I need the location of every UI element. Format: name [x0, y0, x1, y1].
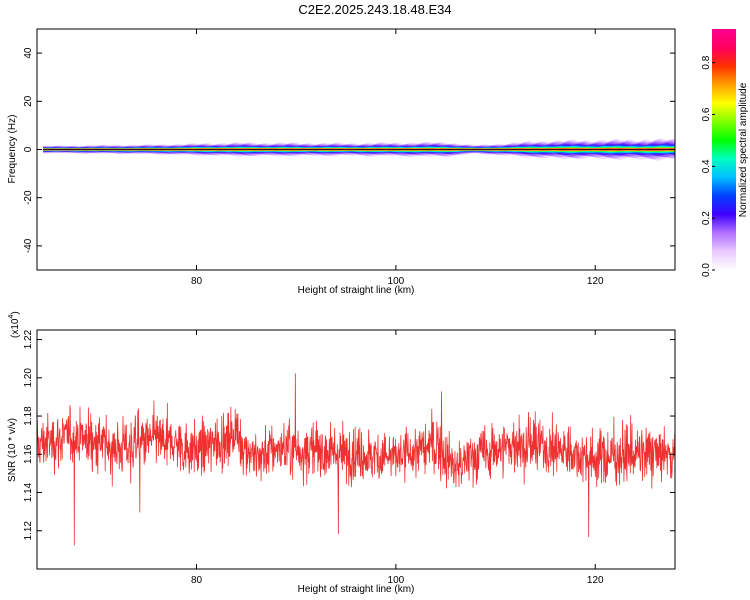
snr-frame [36, 329, 676, 570]
snr-axes: 80 100 120 1.12 1.14 1.16 1.18 1.20 1.22 [23, 329, 675, 586]
snr-xtick-label: 100 [388, 575, 405, 586]
snr-ytick-label: 1.22 [23, 329, 34, 349]
colorbar-tick-label: 0.2 [701, 211, 712, 225]
spectrogram-ylabel: Frequency (Hz) [7, 115, 18, 184]
spectrogram-ytick-label: 0 [23, 146, 34, 152]
spectral-band [42, 138, 675, 161]
snr-series-line [37, 373, 675, 546]
colorbar-tick-label: 0.8 [701, 55, 712, 69]
spectrogram-ytick-label: -40 [23, 238, 34, 253]
svg-text:(x104): (x104) [8, 311, 21, 338]
snr-ytick-label: 1.16 [23, 444, 34, 464]
spectrogram-xlabel: Height of straight line (km) [298, 285, 415, 296]
colorbar: 0.0 0.2 0.4 0.6 0.8 Normalized spectral ampl… [701, 29, 749, 277]
spectrogram-panel: 80 100 120 -40 -20 0 20 40 Height of straight l… [7, 28, 676, 296]
spectrogram-ytick-label: -20 [23, 190, 34, 205]
figure-title: C2E2.2025.243.18.48.E34 [298, 2, 451, 17]
colorbar-ticks: 0.0 0.2 0.4 0.6 0.8 [701, 55, 715, 277]
snr-multiplier-exp: 4 [8, 315, 15, 319]
snr-panel: 80 100 120 1.12 1.14 1.16 1.18 1.20 1.22 Height … [7, 311, 676, 595]
colorbar-tick-label: 0.6 [701, 107, 712, 121]
snr-ytick-label: 1.14 [23, 482, 34, 502]
snr-xtick-label: 120 [587, 575, 604, 586]
colorbar-tick-label: 0.4 [701, 159, 712, 173]
spectrogram-axes: 80 100 120 -40 -20 0 20 40 [23, 29, 675, 287]
spectrogram-xtick-label: 120 [587, 276, 604, 287]
spectrogram-ytick-label: 20 [23, 95, 34, 107]
spectrogram-xtick-label: 80 [191, 276, 203, 287]
colorbar-tick-label: 0.0 [701, 263, 712, 277]
snr-ytick-label: 1.20 [23, 368, 34, 388]
colorbar-label: Normalized spectral amplitude [738, 82, 749, 217]
snr-xtick-label: 80 [191, 575, 203, 586]
snr-ytick-label: 1.18 [23, 406, 34, 426]
spectrogram-xtick-label: 100 [388, 276, 405, 287]
snr-ytick-label: 1.12 [23, 521, 34, 541]
spectrogram-ytick-label: 40 [23, 47, 34, 59]
snr-xlabel: Height of straight line (km) [298, 584, 415, 595]
spectrogram-frame [36, 28, 676, 271]
snr-ylabel: SNR (10 * v/v) [7, 418, 18, 482]
snr-multiplier: (x104) [8, 311, 21, 338]
snr-multiplier-close: ) [10, 311, 21, 314]
colorbar-gradient [712, 29, 736, 270]
snr-multiplier-base: (x10 [10, 318, 21, 338]
